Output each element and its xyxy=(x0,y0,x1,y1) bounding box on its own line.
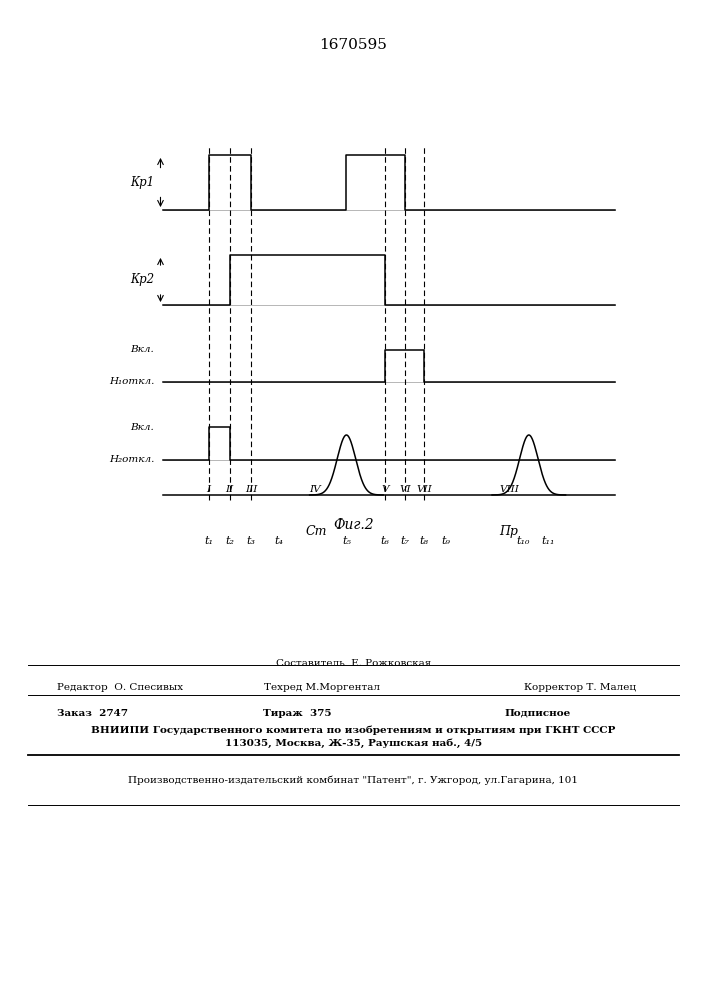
Text: II: II xyxy=(226,485,234,494)
Text: Вкл.: Вкл. xyxy=(130,422,154,432)
Text: t₄: t₄ xyxy=(275,536,284,546)
Text: Кр1: Кр1 xyxy=(130,176,154,189)
Text: VII: VII xyxy=(416,485,432,494)
Text: t₆: t₆ xyxy=(381,536,390,546)
Text: Пр: Пр xyxy=(500,525,518,538)
Text: t₃: t₃ xyxy=(247,536,255,546)
Text: t₅: t₅ xyxy=(342,536,351,546)
Text: Редактор  О. Спесивых: Редактор О. Спесивых xyxy=(57,684,182,692)
Text: Кр2: Кр2 xyxy=(130,273,154,286)
Text: Техред М.Моргентал: Техред М.Моргентал xyxy=(264,684,380,692)
Text: t₉: t₉ xyxy=(441,536,450,546)
Text: t₁₀: t₁₀ xyxy=(516,536,530,546)
Text: Н₁откл.: Н₁откл. xyxy=(109,377,154,386)
Text: 113035, Москва, Ж-35, Раушская наб., 4/5: 113035, Москва, Ж-35, Раушская наб., 4/5 xyxy=(225,738,482,748)
Text: t₁: t₁ xyxy=(204,536,213,546)
Text: 1670595: 1670595 xyxy=(320,38,387,52)
Text: t₈: t₈ xyxy=(420,536,428,546)
Text: Корректор Т. Малец: Корректор Т. Малец xyxy=(524,684,636,692)
Text: t₇: t₇ xyxy=(401,536,409,546)
Text: Ст: Ст xyxy=(306,525,327,538)
Text: Подписное: Подписное xyxy=(504,708,571,717)
Text: Производственно-издательский комбинат "Патент", г. Ужгород, ул.Гагарина, 101: Производственно-издательский комбинат "П… xyxy=(129,775,578,785)
Text: Составитель  Е. Рожковская: Составитель Е. Рожковская xyxy=(276,660,431,668)
Text: Тираж  375: Тираж 375 xyxy=(263,708,331,717)
Text: IV: IV xyxy=(309,485,320,494)
Text: ВНИИПИ Государственного комитета по изобретениям и открытиям при ГКНТ СССР: ВНИИПИ Государственного комитета по изоб… xyxy=(91,725,616,735)
Text: t₁₁: t₁₁ xyxy=(541,536,555,546)
Text: Фиг.2: Фиг.2 xyxy=(333,518,374,532)
Text: V: V xyxy=(382,485,389,494)
Text: III: III xyxy=(245,485,257,494)
Text: Н₂откл.: Н₂откл. xyxy=(109,456,154,464)
Text: t₂: t₂ xyxy=(226,536,234,546)
Text: Вкл.: Вкл. xyxy=(130,346,154,355)
Text: VI: VI xyxy=(399,485,411,494)
Text: VIII: VIII xyxy=(499,485,519,494)
Text: Заказ  2747: Заказ 2747 xyxy=(57,708,127,717)
Text: I: I xyxy=(206,485,211,494)
